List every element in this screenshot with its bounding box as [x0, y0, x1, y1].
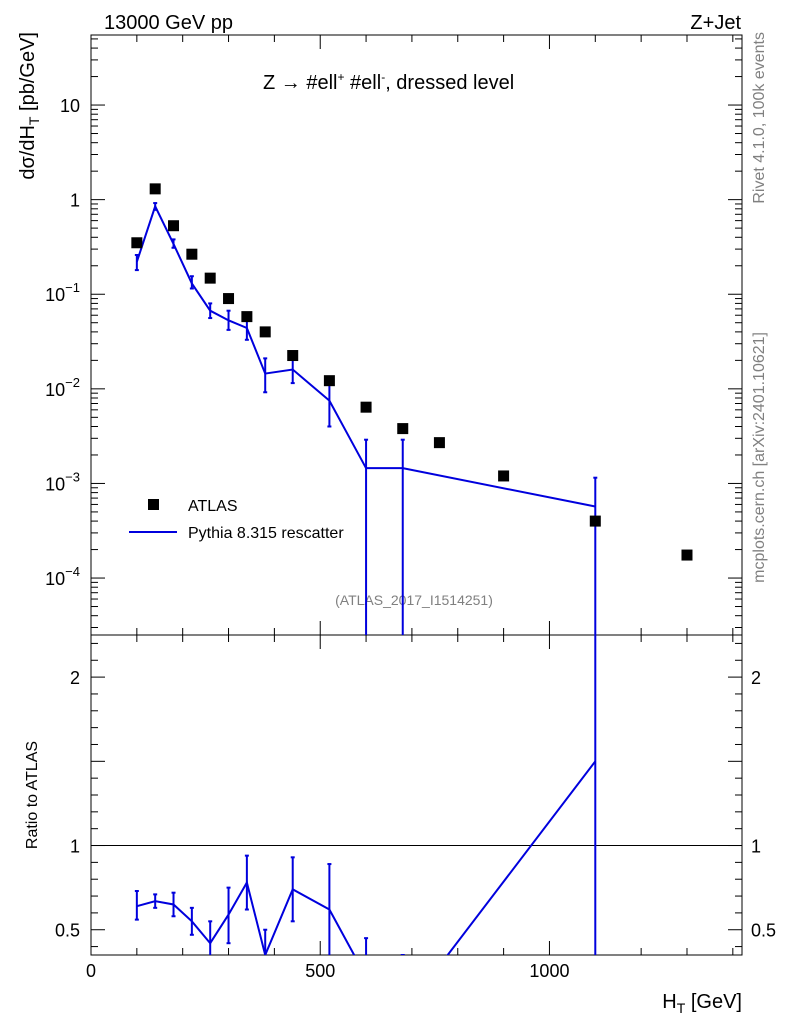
y-tick-label: 10 [60, 96, 80, 116]
atlas-point [397, 423, 409, 435]
ratio-tick-label-right: 1 [751, 837, 761, 857]
atlas-point [589, 515, 601, 527]
plot-title: Z → #ell+ #ell-, dressed level [263, 70, 514, 94]
atlas-point [204, 272, 216, 284]
ratio-tick-label-left: 0.5 [55, 921, 80, 941]
ratio-line [136, 760, 597, 955]
atlas-point [259, 326, 271, 338]
x-tick-label: 1000 [529, 961, 569, 981]
atlas-point [360, 401, 372, 413]
atlas-point [681, 549, 693, 561]
y-tick-label: 10−3 [45, 469, 80, 494]
process-label: Z+Jet [690, 12, 741, 34]
atlas-point [433, 437, 445, 449]
atlas-point [498, 470, 510, 482]
x-axis-label: HT [GeV] [662, 991, 742, 1016]
main-plot-frame [90, 34, 743, 636]
ratio-y-axis-label: Ratio to ATLAS [24, 741, 41, 849]
ratio-axis-ticks: 0 500 1000 0.5 0.5 1 1 2 2 [55, 635, 776, 981]
energy-label: 13000 GeV pp [104, 12, 233, 34]
y-tick-label: 10−1 [45, 280, 80, 305]
ratio-tick-label-right: 2 [751, 668, 761, 688]
atlas-point [323, 375, 335, 387]
main-data-layer [131, 183, 693, 635]
atlas-point [241, 311, 253, 323]
ratio-data-layer [134, 635, 597, 955]
ratio-tick-label-right: 0.5 [751, 921, 776, 941]
y-tick-label: 10−4 [45, 564, 80, 589]
atlas-point [168, 220, 180, 232]
x-tick-label: 500 [305, 961, 335, 981]
ratio-tick-label-left: 2 [70, 668, 80, 688]
ratio-tick-label-left: 1 [70, 837, 80, 857]
x-tick-label: 0 [86, 961, 96, 981]
atlas-point [186, 248, 198, 260]
legend-atlas-marker [148, 499, 159, 510]
legend-pythia-label: Pythia 8.315 rescatter [188, 525, 344, 542]
mcplots-label: mcplots.cern.ch [arXiv:2401.10621] [751, 332, 768, 583]
atlas-point [223, 293, 235, 305]
y-tick-label: 1 [70, 191, 80, 211]
atlas-point [131, 237, 143, 249]
rivet-version-label: Rivet 4.1.0, 100k events [751, 32, 768, 204]
y-tick-label: 10−2 [45, 375, 80, 400]
legend-atlas-label: ATLAS [188, 498, 238, 515]
analysis-id-label: (ATLAS_2017_I1514251) [335, 592, 493, 608]
atlas-point [149, 183, 161, 195]
y-axis-label: dσ/dHT [pb/GeV] [17, 32, 42, 180]
atlas-point [287, 350, 299, 362]
ratio-plot-frame [90, 634, 743, 956]
legend: ATLAS Pythia 8.315 rescatter [129, 498, 344, 542]
main-axis-ticks: 10−4 10−3 10−2 10−1 1 10 [45, 35, 742, 635]
